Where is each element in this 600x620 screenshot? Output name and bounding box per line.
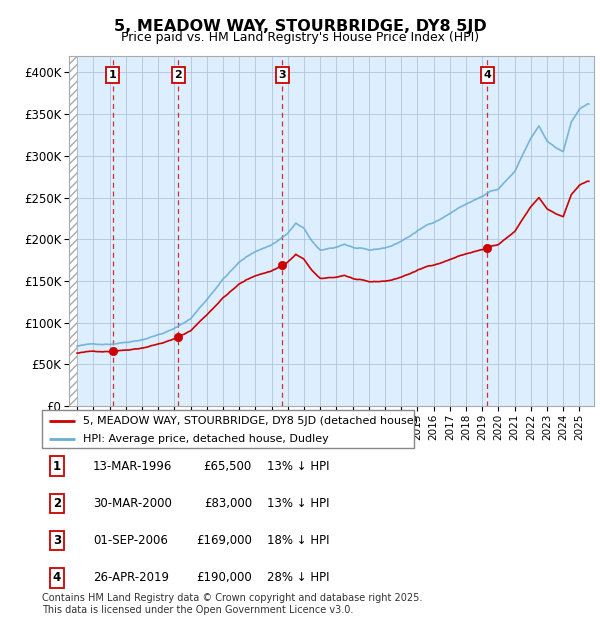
Text: 1: 1 (53, 460, 61, 472)
Text: 4: 4 (53, 572, 61, 584)
Text: 13% ↓ HPI: 13% ↓ HPI (267, 460, 329, 472)
Text: £190,000: £190,000 (196, 572, 252, 584)
Text: 13% ↓ HPI: 13% ↓ HPI (267, 497, 329, 510)
Text: 5, MEADOW WAY, STOURBRIDGE, DY8 5JD: 5, MEADOW WAY, STOURBRIDGE, DY8 5JD (113, 19, 487, 33)
Text: 3: 3 (278, 70, 286, 80)
Text: HPI: Average price, detached house, Dudley: HPI: Average price, detached house, Dudl… (83, 433, 329, 444)
Text: £169,000: £169,000 (196, 534, 252, 547)
Text: 26-APR-2019: 26-APR-2019 (93, 572, 169, 584)
Text: £65,500: £65,500 (204, 460, 252, 472)
Text: 28% ↓ HPI: 28% ↓ HPI (267, 572, 329, 584)
Text: 5, MEADOW WAY, STOURBRIDGE, DY8 5JD (detached house): 5, MEADOW WAY, STOURBRIDGE, DY8 5JD (det… (83, 415, 418, 425)
Text: 30-MAR-2000: 30-MAR-2000 (93, 497, 172, 510)
Bar (69, 56, 77, 406)
Text: 2: 2 (175, 70, 182, 80)
Text: 3: 3 (53, 534, 61, 547)
Text: 1: 1 (109, 70, 116, 80)
Text: 18% ↓ HPI: 18% ↓ HPI (267, 534, 329, 547)
Text: £83,000: £83,000 (204, 497, 252, 510)
Text: 13-MAR-1996: 13-MAR-1996 (93, 460, 172, 472)
Text: 2: 2 (53, 497, 61, 510)
Text: 01-SEP-2006: 01-SEP-2006 (93, 534, 168, 547)
Text: Price paid vs. HM Land Registry's House Price Index (HPI): Price paid vs. HM Land Registry's House … (121, 31, 479, 44)
Text: 4: 4 (484, 70, 491, 80)
Text: Contains HM Land Registry data © Crown copyright and database right 2025.
This d: Contains HM Land Registry data © Crown c… (42, 593, 422, 615)
